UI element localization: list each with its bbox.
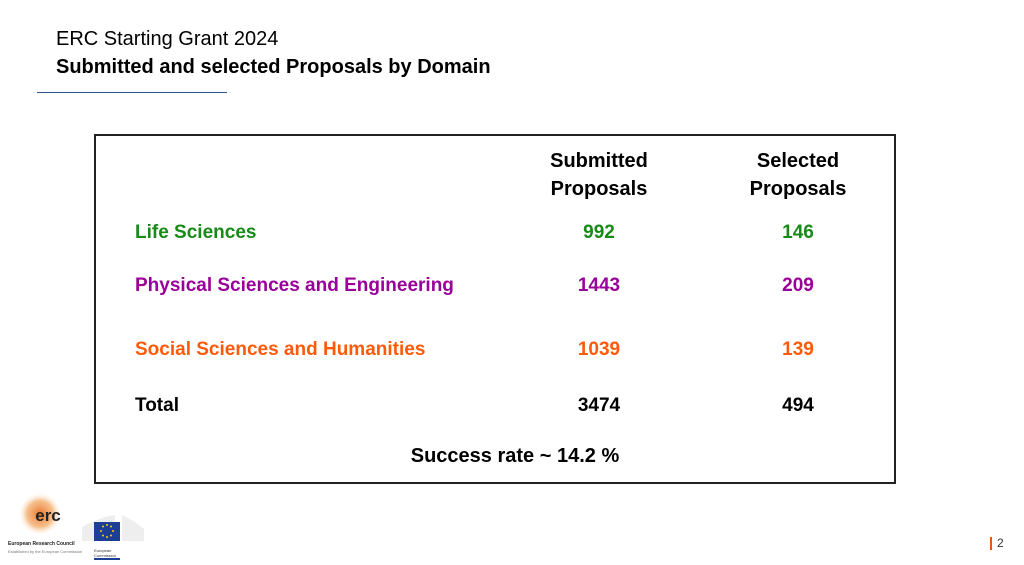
header-line: Submitted — [550, 150, 648, 172]
ec-building-icon — [82, 515, 144, 541]
header-line: Proposals — [550, 178, 648, 200]
selected-count: 139 — [782, 339, 814, 360]
header-line: Proposals — [749, 178, 847, 200]
title-divider — [37, 92, 227, 93]
slide-title: ERC Starting Grant 2024 — [56, 28, 279, 50]
proposals-table — [94, 134, 896, 484]
domain-label: Physical Sciences and Engineering — [135, 275, 454, 296]
submitted-count: 992 — [583, 222, 615, 243]
erc-logo: erc European Research Council Establishe… — [8, 492, 83, 554]
header-line: Selected — [756, 150, 840, 172]
ec-name: European Commission — [94, 548, 120, 560]
selected-count: 494 — [782, 395, 814, 416]
svg-text:erc: erc — [35, 506, 61, 525]
slide-subtitle: Submitted and selected Proposals by Doma… — [56, 56, 491, 78]
erc-name: European Research Council — [8, 541, 75, 547]
european-commission-logo: European Commission — [80, 513, 145, 560]
erc-tagline: Established by the European Commission — [8, 549, 83, 554]
selected-count: 209 — [782, 275, 814, 296]
selected-count: 146 — [782, 222, 814, 243]
column-header-selected: Selected Proposals — [718, 147, 878, 203]
domain-label: Social Sciences and Humanities — [135, 339, 426, 360]
submitted-count: 1443 — [577, 275, 621, 296]
page-number: 2 — [990, 537, 1004, 550]
success-rate: Success rate ~ 14.2 % — [410, 445, 620, 467]
domain-label: Total — [135, 395, 179, 416]
domain-label: Life Sciences — [135, 222, 257, 243]
column-header-submitted: Submitted Proposals — [519, 147, 679, 203]
submitted-count: 1039 — [577, 339, 621, 360]
submitted-count: 3474 — [577, 395, 621, 416]
erc-burst-icon: erc — [18, 492, 62, 536]
